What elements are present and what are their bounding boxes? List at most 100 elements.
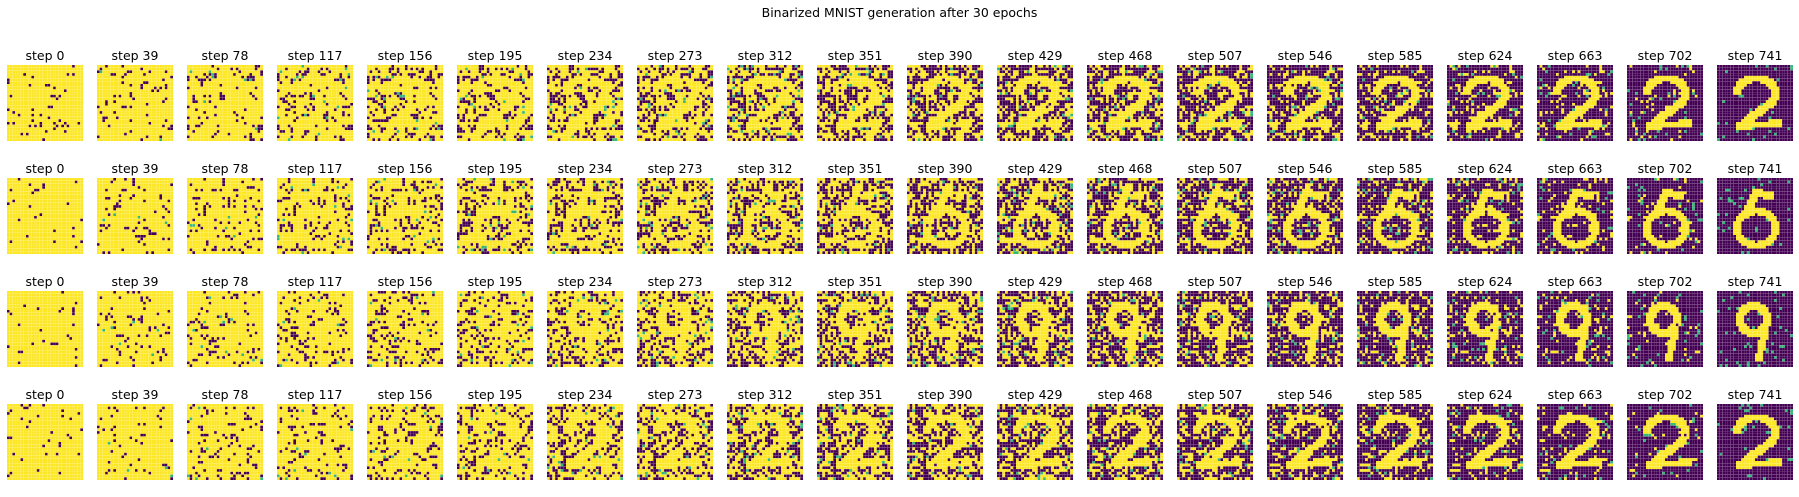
- panel-step-title: step 273: [647, 48, 703, 63]
- panel-step-title: step 624: [1457, 161, 1513, 176]
- panel-step-title: step 585: [1367, 161, 1423, 176]
- sample-image: [907, 178, 983, 254]
- panel-step-title: step 117: [287, 161, 343, 176]
- panel-step-title: step 39: [111, 387, 159, 402]
- panel-step-title: step 624: [1457, 48, 1513, 63]
- panel-step-title: step 546: [1277, 161, 1333, 176]
- sample-image: [817, 404, 893, 480]
- figure-title: Binarized MNIST generation after 30 epoc…: [761, 5, 1038, 20]
- panel-step-title: step 429: [1007, 161, 1063, 176]
- sample-image: [817, 291, 893, 367]
- panel-step-title: step 507: [1187, 161, 1243, 176]
- sample-image: [1267, 404, 1343, 480]
- panel-step-title: step 663: [1547, 274, 1603, 289]
- sample-image: [547, 65, 623, 141]
- panel-step-title: step 78: [201, 161, 249, 176]
- panel-step-title: step 741: [1727, 274, 1783, 289]
- sample-image: [727, 65, 803, 141]
- panel-step-title: step 585: [1367, 387, 1423, 402]
- sample-image: [997, 65, 1073, 141]
- sample-image: [457, 291, 533, 367]
- panel-step-title: step 156: [377, 48, 433, 63]
- panel-step-title: step 195: [467, 274, 523, 289]
- panel-step-title: step 234: [557, 161, 613, 176]
- panel-step-title: step 624: [1457, 274, 1513, 289]
- sample-image: [1087, 404, 1163, 480]
- panel-step-title: step 741: [1727, 387, 1783, 402]
- sample-image: [1447, 65, 1523, 141]
- sample-image: [1717, 404, 1793, 480]
- panel-step-title: step 156: [377, 387, 433, 402]
- panel-step-title: step 117: [287, 48, 343, 63]
- panel-step-title: step 546: [1277, 387, 1333, 402]
- sample-image: [187, 404, 263, 480]
- sample-image: [727, 178, 803, 254]
- sample-image: [997, 291, 1073, 367]
- sample-image: [277, 404, 353, 480]
- sample-image: [367, 404, 443, 480]
- sample-image: [1537, 291, 1613, 367]
- panel-step-title: step 312: [737, 274, 793, 289]
- sample-image: [727, 404, 803, 480]
- panel-step-title: step 195: [467, 48, 523, 63]
- panel-step-title: step 468: [1097, 161, 1153, 176]
- panel-step-title: step 78: [201, 387, 249, 402]
- sample-image: [547, 291, 623, 367]
- panel-step-title: step 234: [557, 387, 613, 402]
- panel-step-title: step 156: [377, 274, 433, 289]
- sample-image: [1267, 291, 1343, 367]
- sample-image: [1717, 65, 1793, 141]
- sample-image: [97, 404, 173, 480]
- panel-step-title: step 117: [287, 387, 343, 402]
- sample-image: [1627, 404, 1703, 480]
- sample-image: [1357, 404, 1433, 480]
- panel-step-title: step 78: [201, 48, 249, 63]
- panel-step-title: step 429: [1007, 387, 1063, 402]
- panel-step-title: step 78: [201, 274, 249, 289]
- panel-step-title: step 39: [111, 48, 159, 63]
- sample-image: [1357, 65, 1433, 141]
- sample-image: [1177, 178, 1253, 254]
- sample-image: [1087, 291, 1163, 367]
- sample-image: [367, 65, 443, 141]
- sample-image: [187, 178, 263, 254]
- sample-image: [1267, 178, 1343, 254]
- panel-step-title: step 663: [1547, 48, 1603, 63]
- sample-image: [187, 65, 263, 141]
- sample-image: [907, 65, 983, 141]
- sample-image: [457, 178, 533, 254]
- panel-step-title: step 702: [1637, 48, 1693, 63]
- panel-step-title: step 312: [737, 387, 793, 402]
- panel-step-title: step 0: [25, 274, 65, 289]
- panel-step-title: step 546: [1277, 48, 1333, 63]
- panel-step-title: step 468: [1097, 48, 1153, 63]
- sample-image: [367, 291, 443, 367]
- sample-image: [1447, 178, 1523, 254]
- panel-step-title: step 429: [1007, 274, 1063, 289]
- sample-image: [457, 65, 533, 141]
- sample-image: [1537, 178, 1613, 254]
- sample-image: [1627, 291, 1703, 367]
- panel-step-title: step 195: [467, 161, 523, 176]
- panel-step-title: step 390: [917, 161, 973, 176]
- sample-image: [1447, 404, 1523, 480]
- sample-image: [1357, 178, 1433, 254]
- panel-step-title: step 585: [1367, 48, 1423, 63]
- sample-image: [907, 291, 983, 367]
- sample-image: [277, 178, 353, 254]
- sample-image: [457, 404, 533, 480]
- panel-step-title: step 273: [647, 274, 703, 289]
- sample-image: [187, 291, 263, 367]
- panel-step-title: step 273: [647, 387, 703, 402]
- sample-image: [637, 178, 713, 254]
- sample-image: [367, 178, 443, 254]
- panel-step-title: step 39: [111, 274, 159, 289]
- panel-step-title: step 546: [1277, 274, 1333, 289]
- panel-step-title: step 507: [1187, 48, 1243, 63]
- panel-step-title: step 351: [827, 274, 883, 289]
- sample-image: [7, 404, 83, 480]
- panel-step-title: step 234: [557, 274, 613, 289]
- sample-image: [1717, 291, 1793, 367]
- sample-image: [637, 65, 713, 141]
